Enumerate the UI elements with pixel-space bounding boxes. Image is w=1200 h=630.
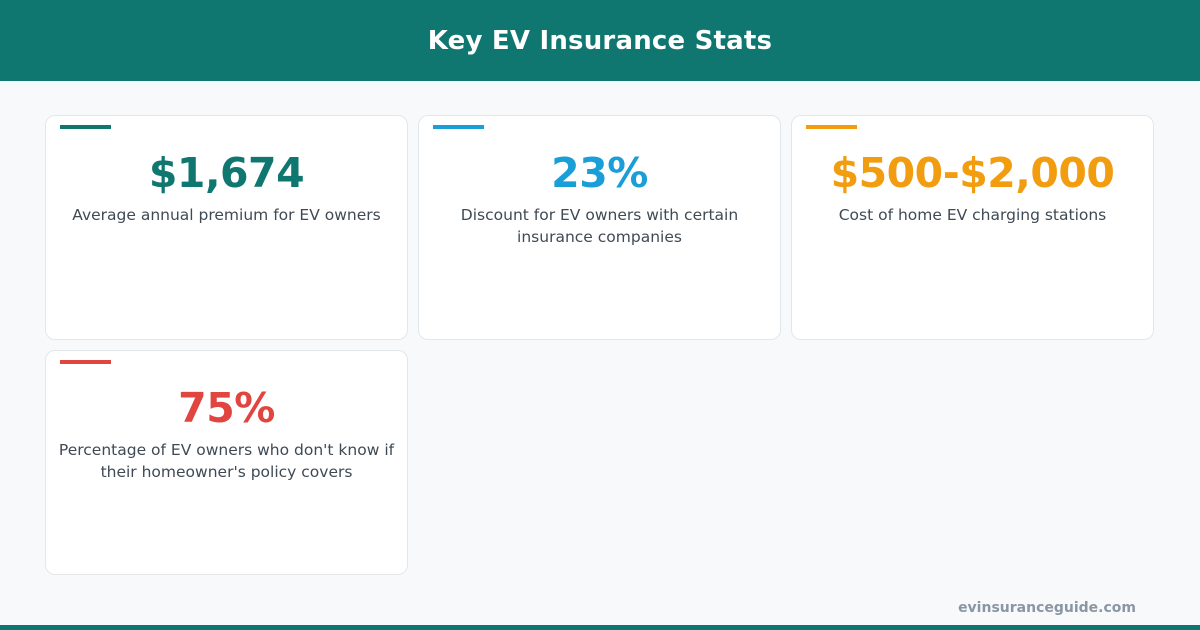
card-accent-bar [433, 125, 484, 129]
stat-value: 23% [551, 149, 648, 197]
stat-card-annual-premium: $1,674 Average annual premium for EV own… [45, 115, 408, 340]
stat-card-charging-cost: $500-$2,000 Cost of home EV charging sta… [791, 115, 1154, 340]
header-banner: Key EV Insurance Stats [0, 0, 1200, 81]
page-title: Key EV Insurance Stats [427, 25, 773, 56]
footer-site-url: evinsuranceguide.com [958, 600, 1136, 616]
stat-description: Discount for EV owners with certain insu… [460, 206, 739, 246]
bottom-accent-bar [0, 625, 1200, 630]
stat-card-policy-awareness: 75% Percentage of EV owners who don't kn… [45, 350, 408, 575]
stat-value: $500-$2,000 [830, 149, 1115, 197]
card-accent-bar [60, 360, 111, 364]
card-accent-bar [60, 125, 111, 129]
stat-card-discount: 23% Discount for EV owners with certain … [418, 115, 781, 340]
stat-value: 75% [178, 384, 275, 432]
stat-description: Cost of home EV charging stations [838, 206, 1107, 224]
card-accent-bar [806, 125, 857, 129]
stat-value: $1,674 [148, 149, 305, 197]
stat-description: Percentage of EV owners who don't know i… [58, 441, 395, 481]
stat-description: Average annual premium for EV owners [72, 206, 381, 224]
